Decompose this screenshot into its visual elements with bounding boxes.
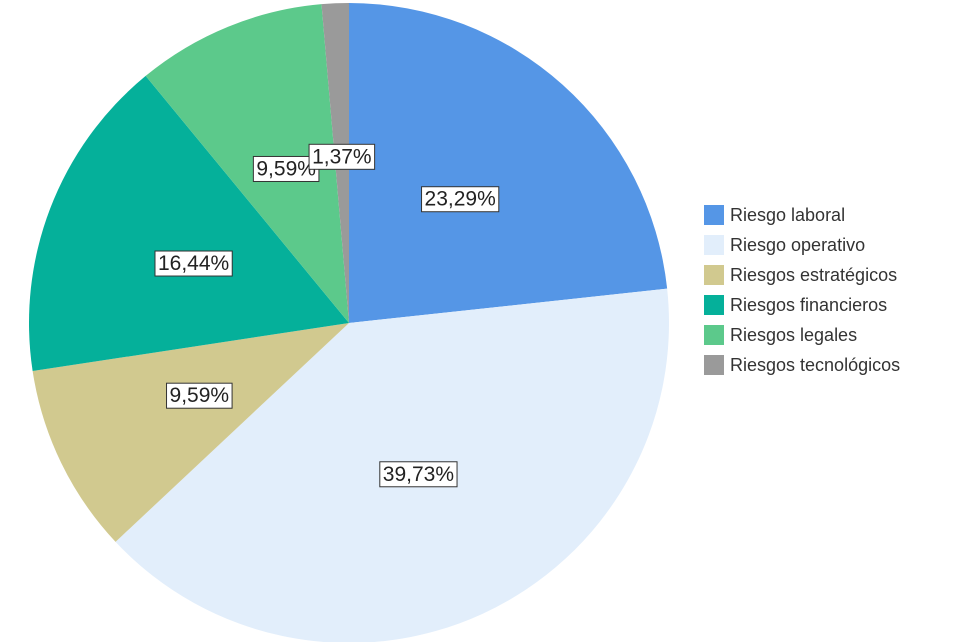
data-label-box: [252, 155, 320, 182]
legend-swatch: [704, 235, 724, 255]
legend-swatch: [704, 205, 724, 225]
legend-swatch: [704, 295, 724, 315]
legend-label: Riesgos tecnológicos: [730, 355, 900, 375]
data-label-text: 1,37%: [312, 145, 372, 168]
legend-label: Riesgos financieros: [730, 295, 887, 315]
data-label-text: 23,29%: [425, 188, 496, 211]
data-label: 1,37%: [308, 143, 376, 170]
legend-swatch: [704, 355, 724, 375]
data-label-text: 16,44%: [158, 252, 229, 275]
data-label-text: 9,59%: [170, 384, 230, 407]
data-label: 39,73%: [379, 461, 458, 488]
legend-swatch: [704, 325, 724, 345]
pie-slice: [145, 4, 349, 324]
pie-slice: [29, 75, 349, 372]
pie-slice: [32, 323, 350, 542]
data-label-text: 9,59%: [256, 157, 316, 180]
legend-label: Riesgos estratégicos: [730, 265, 897, 285]
data-label-box: [166, 382, 233, 409]
pie-slice: [349, 3, 668, 323]
legend-label: Riesgo laboral: [730, 205, 845, 225]
legend-label: Riesgo operativo: [730, 235, 865, 255]
data-label-box: [308, 143, 376, 170]
data-label: 16,44%: [154, 250, 233, 277]
data-label-box: [421, 186, 500, 213]
data-label: 23,29%: [421, 186, 500, 213]
legend-swatch: [704, 265, 724, 285]
legend-label: Riesgos legales: [730, 325, 857, 345]
data-label-text: 39,73%: [383, 463, 454, 486]
data-label: 9,59%: [166, 382, 233, 409]
data-label-box: [154, 250, 233, 277]
data-label-box: [379, 461, 458, 488]
data-label: 9,59%: [252, 155, 320, 182]
